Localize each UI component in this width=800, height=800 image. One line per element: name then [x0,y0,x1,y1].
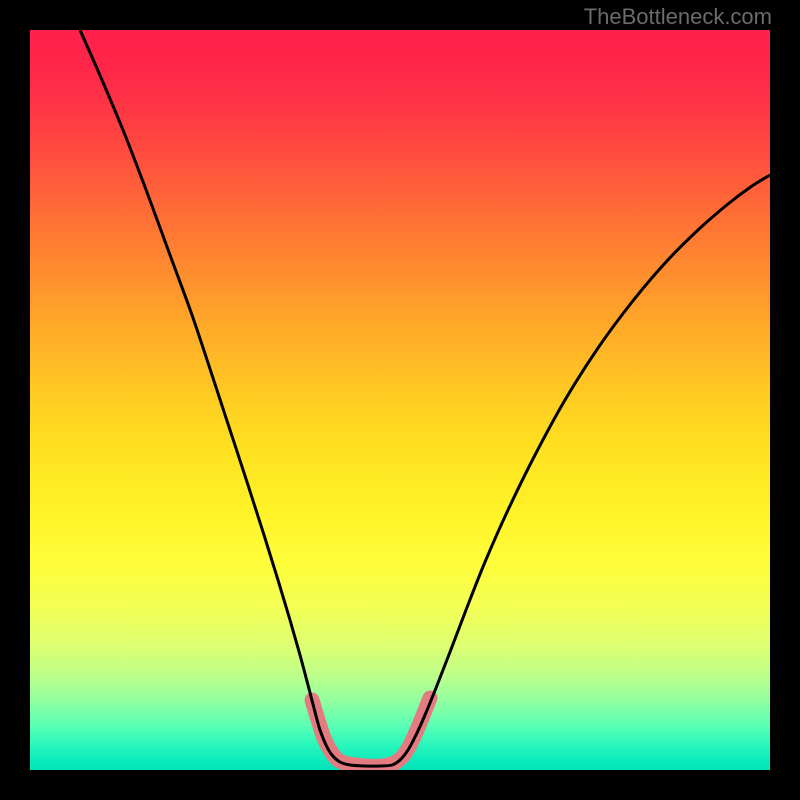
highlight-overlay [312,698,430,766]
curve-layer [30,30,770,770]
bottleneck-curve [80,30,770,766]
chart-container: TheBottleneck.com [0,0,800,800]
watermark-text: TheBottleneck.com [584,4,772,30]
plot-area [30,30,770,770]
highlight-segment [395,698,430,763]
